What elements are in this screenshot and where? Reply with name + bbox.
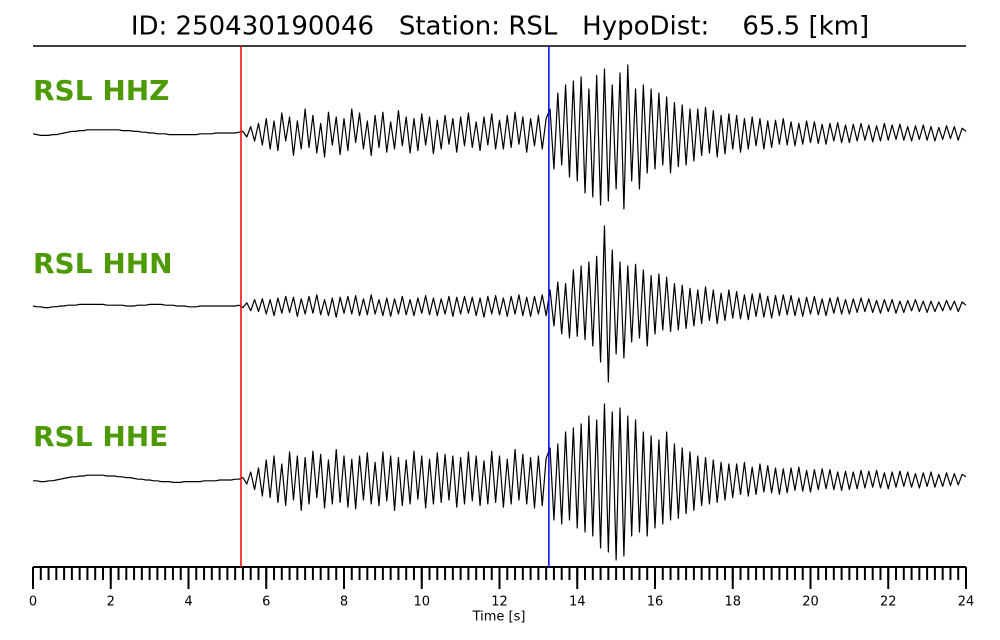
x-tick-label: 10 — [413, 595, 430, 610]
x-tick-label: 12 — [491, 595, 508, 610]
trace-label: RSL HHZ — [33, 74, 170, 107]
x-tick-label: 4 — [184, 595, 192, 610]
chart-title: ID: 250430190046 Station: RSL HypoDist: … — [131, 12, 869, 42]
x-tick-label: 22 — [880, 595, 897, 610]
x-tick-label: 0 — [29, 595, 37, 610]
x-axis-label: Time [s] — [472, 610, 526, 625]
x-tick-label: 24 — [958, 595, 975, 610]
x-tick-label: 14 — [569, 595, 586, 610]
x-tick-label: 16 — [647, 595, 664, 610]
x-tick-label: 6 — [262, 595, 270, 610]
x-tick-label: 18 — [724, 595, 741, 610]
trace-label: RSL HHN — [33, 247, 173, 280]
waveform — [32, 225, 967, 383]
waveform — [33, 403, 967, 561]
x-tick-label: 2 — [107, 595, 115, 610]
x-tick-label: 20 — [802, 595, 819, 610]
trace-label: RSL HHE — [33, 420, 168, 453]
waveform — [32, 64, 967, 210]
x-tick-label: 8 — [340, 595, 348, 610]
